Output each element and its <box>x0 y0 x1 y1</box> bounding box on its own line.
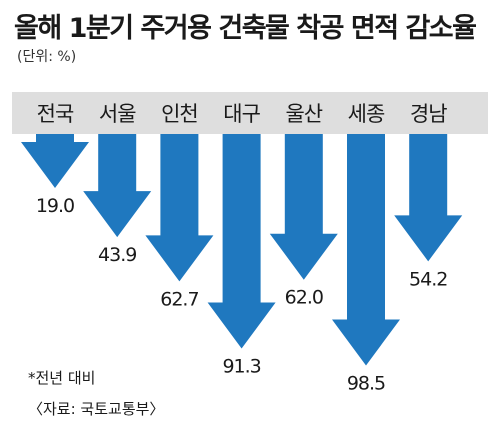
decline-arrow <box>83 134 152 238</box>
chart-title: 올해 1분기 주거용 건축물 착공 면적 감소율 <box>14 13 477 44</box>
value-label: 98.5 <box>347 372 385 394</box>
category-label: 대구 <box>223 102 260 126</box>
decline-arrow <box>21 134 89 188</box>
decline-arrow <box>145 134 214 282</box>
category-band <box>12 92 488 134</box>
decline-arrow <box>207 134 276 349</box>
category-label: 울산 <box>285 102 322 126</box>
category-label: 경남 <box>410 102 447 126</box>
value-label: 62.7 <box>160 288 198 310</box>
decline-arrow <box>269 134 338 280</box>
category-label: 인천 <box>161 102 198 126</box>
value-label: 62.0 <box>285 287 323 309</box>
decline-arrow <box>394 134 463 262</box>
value-label: 54.2 <box>409 268 447 290</box>
footnote: *전년 대비 <box>28 369 96 387</box>
unit-label: (단위: %) <box>17 49 77 65</box>
category-label: 세종 <box>348 102 385 126</box>
category-label: 전국 <box>37 102 74 126</box>
value-label: 19.0 <box>36 195 74 217</box>
value-label: 91.3 <box>222 356 260 378</box>
decline-arrow <box>332 134 400 366</box>
source-label: 〈자료: 국토교통부〉 <box>28 400 165 418</box>
category-label: 서울 <box>99 102 136 126</box>
value-label: 43.9 <box>98 244 136 266</box>
